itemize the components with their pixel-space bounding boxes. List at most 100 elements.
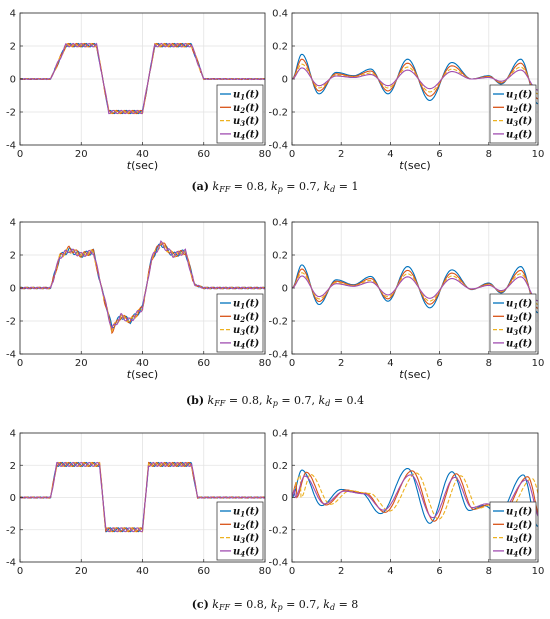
legend-label-1: u1(t) <box>506 90 533 102</box>
series-line-4 <box>20 240 265 330</box>
y-tick-label: 2 <box>10 461 16 472</box>
legend-label-2: u2(t) <box>506 312 533 324</box>
y-tick-label: -0.4 <box>268 558 288 569</box>
y-tick-label: 0 <box>282 493 288 504</box>
x-tick-label: 4 <box>387 358 393 369</box>
x-tick-label: 60 <box>197 149 210 160</box>
legend-label-1: u1(t) <box>233 507 260 519</box>
y-tick-label: 0.4 <box>272 9 288 20</box>
legend-label-4: u4(t) <box>506 129 533 141</box>
legend-label-4: u4(t) <box>506 546 533 558</box>
legend: u1(t)u2(t)u3(t)u4(t) <box>216 293 264 353</box>
series-line-4 <box>292 275 538 302</box>
series-line-3 <box>292 63 538 95</box>
chart-panel-c-right: 0 2 4 6 8 10 -0.4 -0.2 0 0.2 0.4 u1(t)u2(t)u3(t)u4(… <box>268 429 544 578</box>
x-tick-label: 6 <box>436 149 442 160</box>
chart-panel-c-left: 0 20 40 60 80 -4 -2 0 2 4 u1(t)u2(t)u3(t)u4(t) <box>6 429 271 578</box>
chart-panel-a-left: 0 20 40 60 80 -4 -2 0 2 4 t(sec) u1(t)u2(t)u3(t)u4(… <box>6 9 271 173</box>
legend-label-1: u1(t) <box>506 507 533 519</box>
legend-label-3: u3(t) <box>506 533 533 545</box>
caption-c: (c) kFF = 0.8, kp = 0.7, kd = 8 <box>192 598 359 612</box>
y-tick-label: 0.4 <box>272 429 288 440</box>
series-line-4 <box>292 67 538 91</box>
legend: u1(t)u2(t)u3(t)u4(t) <box>489 84 537 144</box>
x-tick-label: 20 <box>75 566 88 577</box>
y-tick-label: 0.2 <box>272 461 288 472</box>
y-tick-label: -2 <box>6 317 16 328</box>
caption-a: (a) kFF = 0.8, kp = 0.7, kd = 1 <box>191 180 358 194</box>
y-tick-label: -0.2 <box>268 525 288 536</box>
x-tick-label: 10 <box>532 566 545 577</box>
legend-label-1: u1(t) <box>233 299 260 311</box>
chart-panel-b-right: 0 2 4 6 8 10 -0.4 -0.2 0 0.2 0.4 t(sec) u1(t)u2(t)u3… <box>268 218 544 382</box>
chart-panel-b-left: 0 20 40 60 80 -4 -2 0 2 4 t(sec) u1(t)u2(t)u3(t)u4(… <box>6 218 271 382</box>
legend-label-2: u2(t) <box>233 103 260 115</box>
x-tick-label: 40 <box>136 149 149 160</box>
y-tick-label: 0 <box>282 75 288 86</box>
y-tick-label: 4 <box>10 429 16 440</box>
series-line-2 <box>292 58 538 100</box>
series-line-4 <box>20 42 265 115</box>
legend: u1(t)u2(t)u3(t)u4(t) <box>489 293 537 353</box>
legend-label-1: u1(t) <box>233 90 260 102</box>
legend-label-3: u3(t) <box>233 533 260 545</box>
x-tick-label: 4 <box>387 149 393 160</box>
x-tick-label: 0 <box>17 149 23 160</box>
x-tick-label: 10 <box>532 358 545 369</box>
y-tick-label: -4 <box>6 558 16 569</box>
legend-label-4: u4(t) <box>233 546 260 558</box>
x-tick-label: 8 <box>486 566 492 577</box>
x-tick-label: 40 <box>136 566 149 577</box>
y-tick-label: 0.2 <box>272 251 288 262</box>
y-tick-label: -0.4 <box>268 141 288 152</box>
legend-label-4: u4(t) <box>233 129 260 141</box>
legend: u1(t)u2(t)u3(t)u4(t) <box>216 501 264 561</box>
x-tick-label: 10 <box>532 149 545 160</box>
x-tick-label: 6 <box>436 566 442 577</box>
x-tick-label: 4 <box>387 566 393 577</box>
x-tick-label: 60 <box>197 566 210 577</box>
caption-b: (b) kFF = 0.8, kp = 0.7, kd = 0.4 <box>186 394 364 408</box>
x-tick-label: 0 <box>289 566 295 577</box>
series-line-3 <box>292 472 538 520</box>
legend-label-2: u2(t) <box>506 103 533 115</box>
x-tick-label: 8 <box>486 149 492 160</box>
x-tick-label: 2 <box>338 149 344 160</box>
legend-label-2: u2(t) <box>233 312 260 324</box>
x-tick-label: 0 <box>289 149 295 160</box>
y-tick-label: -4 <box>6 350 16 361</box>
y-tick-label: 2 <box>10 251 16 262</box>
x-axis-label: t(sec) <box>127 368 158 381</box>
legend-label-3: u3(t) <box>233 325 260 337</box>
chart-panel-a-right: 0 2 4 6 8 10 -0.4 -0.2 0 0.2 0.4 t(sec) u1(t)u2(t)u3… <box>268 9 544 173</box>
legend-label-3: u3(t) <box>506 116 533 128</box>
y-tick-label: -4 <box>6 141 16 152</box>
legend-label-4: u4(t) <box>233 338 260 350</box>
y-tick-label: -0.2 <box>268 108 288 119</box>
x-tick-label: 2 <box>338 358 344 369</box>
y-tick-label: -2 <box>6 108 16 119</box>
x-tick-label: 80 <box>259 149 272 160</box>
x-tick-label: 6 <box>436 358 442 369</box>
x-tick-label: 0 <box>17 358 23 369</box>
x-tick-label: 20 <box>75 149 88 160</box>
x-tick-label: 8 <box>486 358 492 369</box>
legend-box <box>489 84 537 144</box>
x-tick-label: 60 <box>197 358 210 369</box>
x-axis-label: t(sec) <box>399 159 430 172</box>
legend-label-2: u2(t) <box>233 520 260 532</box>
legend-label-3: u3(t) <box>233 116 260 128</box>
series-line-4 <box>20 461 265 533</box>
y-tick-label: 2 <box>10 42 16 53</box>
y-tick-label: -0.2 <box>268 317 288 328</box>
x-tick-label: 80 <box>259 358 272 369</box>
legend: u1(t)u2(t)u3(t)u4(t) <box>216 84 264 144</box>
y-tick-label: 0.2 <box>272 42 288 53</box>
x-axis-label: t(sec) <box>399 368 430 381</box>
x-tick-label: 0 <box>17 566 23 577</box>
legend-label-2: u2(t) <box>506 520 533 532</box>
legend-label-4: u4(t) <box>506 338 533 350</box>
y-tick-label: -2 <box>6 525 16 536</box>
y-tick-label: 0 <box>282 284 288 295</box>
